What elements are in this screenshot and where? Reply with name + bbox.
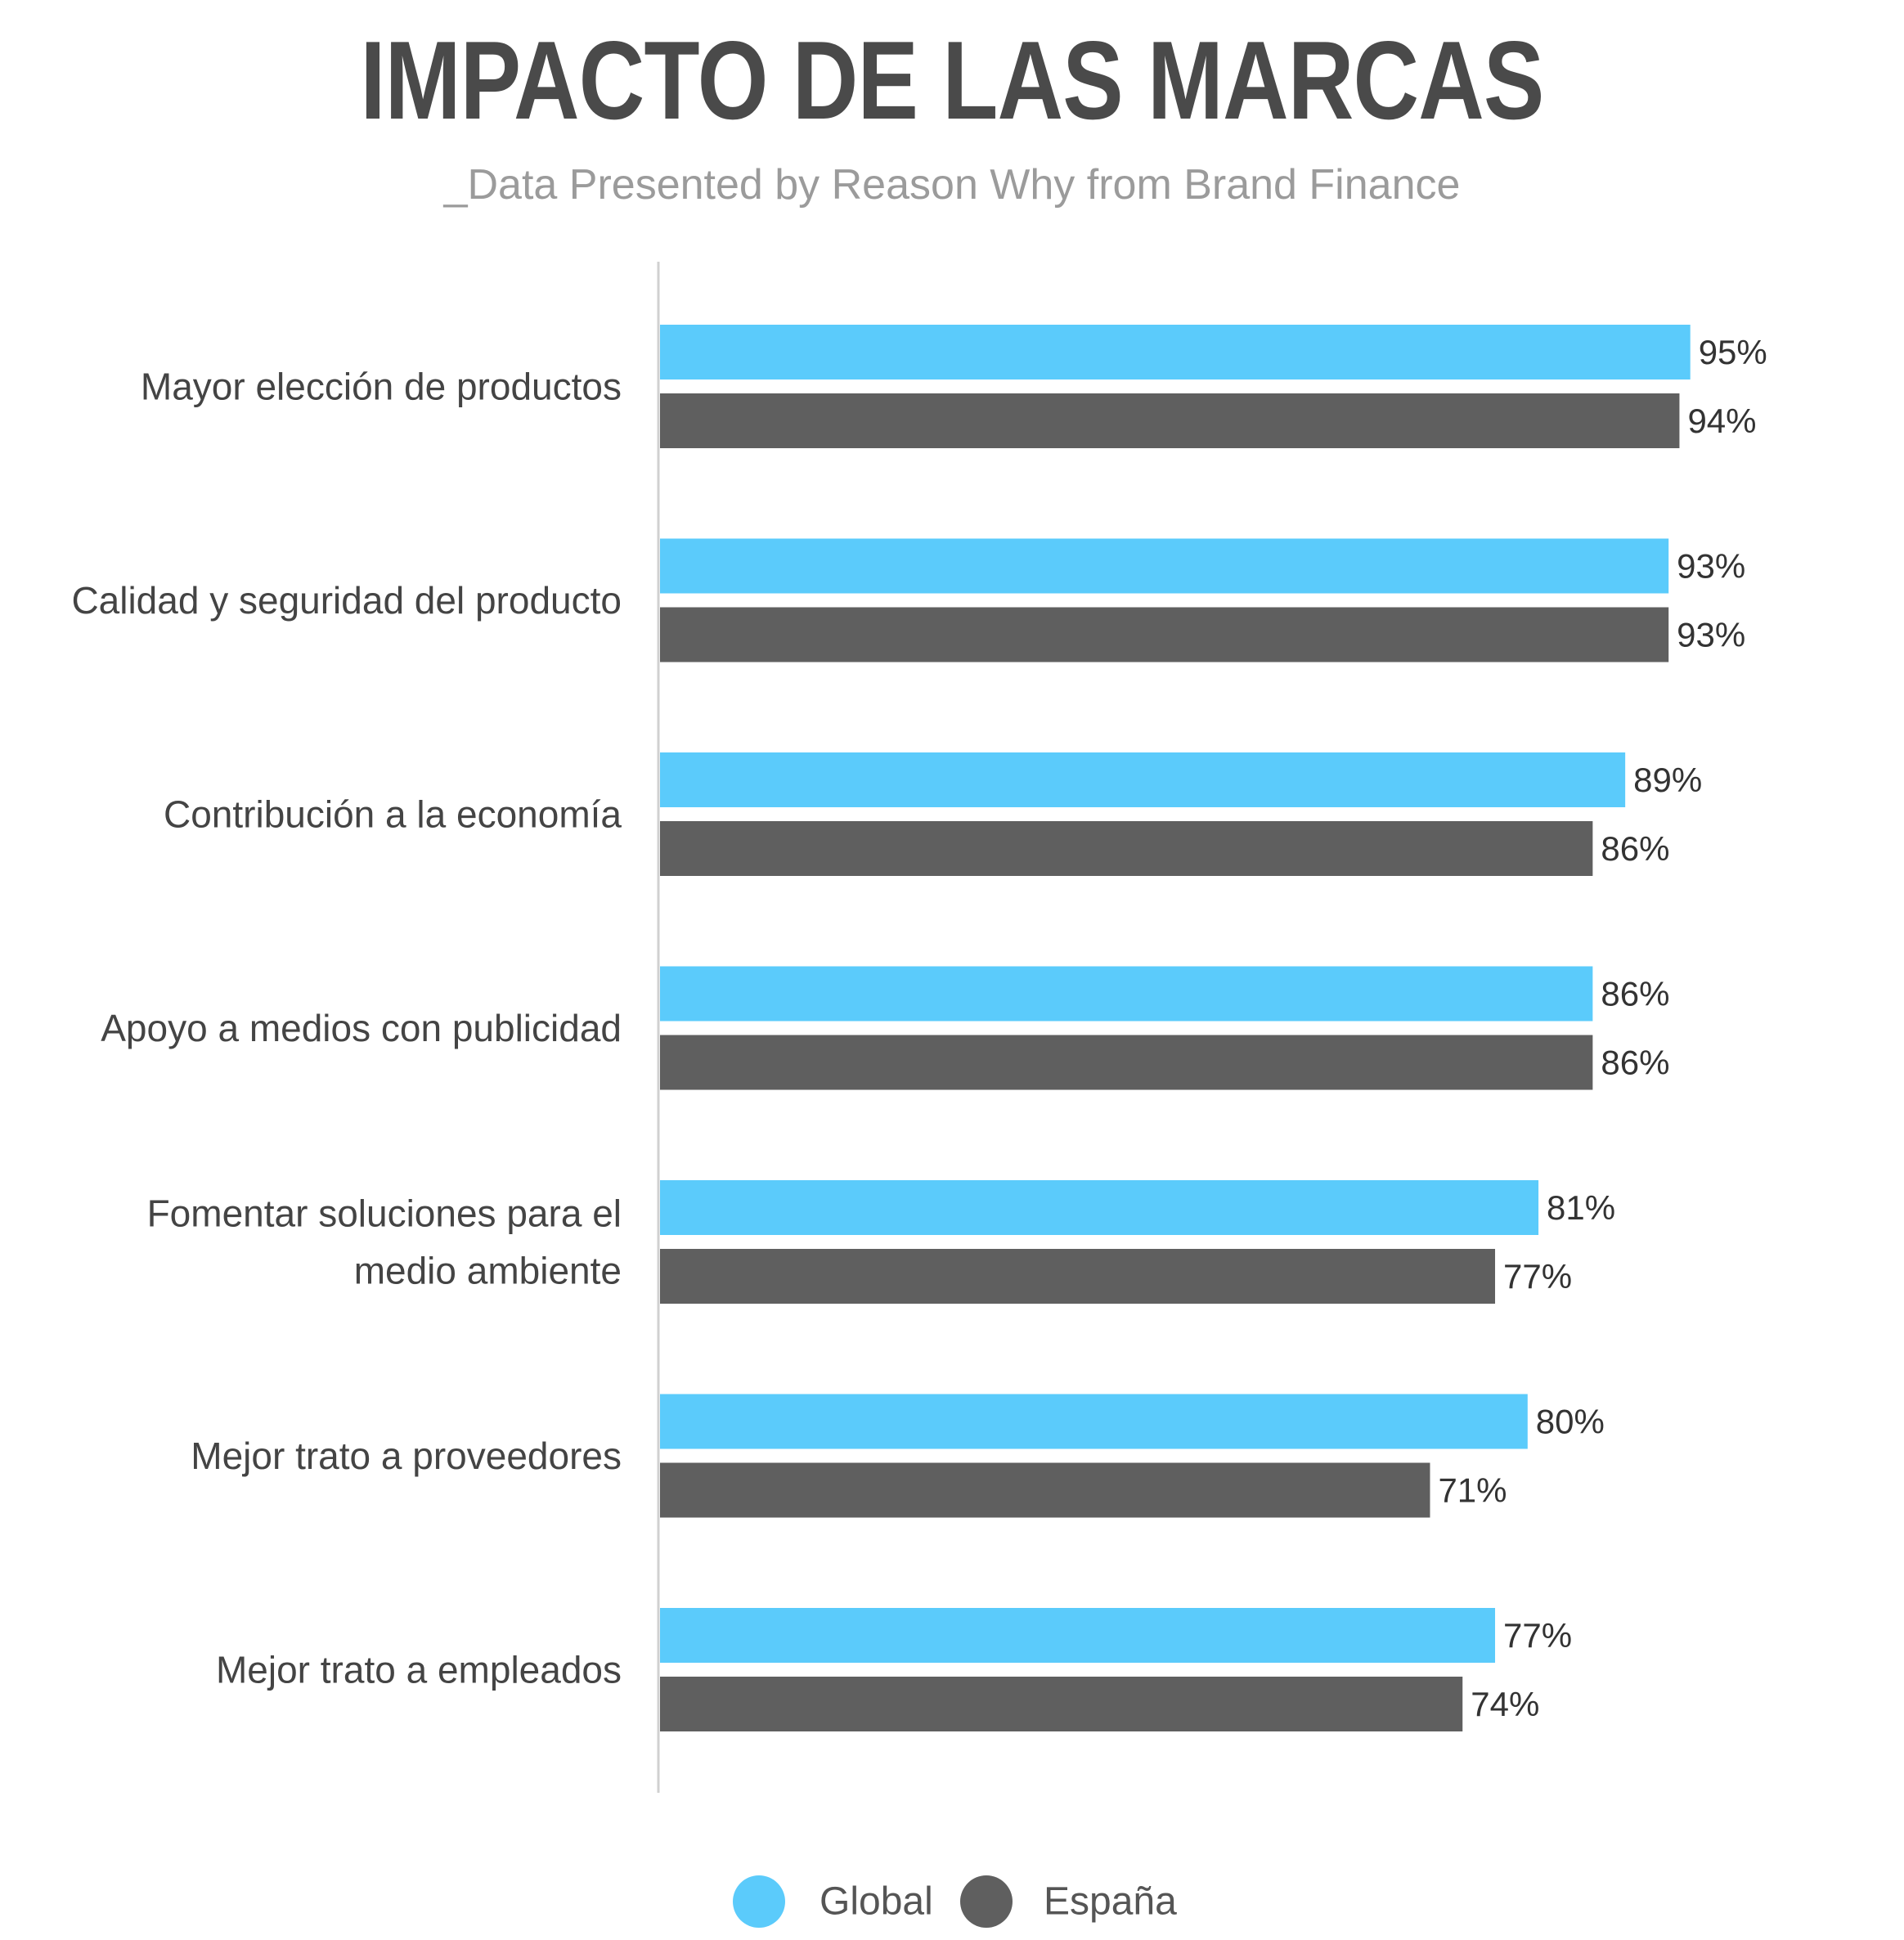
category-label: Contribución a la economía: [164, 793, 622, 836]
chart-subtitle: _Data Presented by Reason Why from Brand…: [443, 161, 1461, 209]
data-label: 86%: [1601, 975, 1669, 1013]
bar-espana: [660, 1035, 1593, 1090]
data-label: 77%: [1503, 1257, 1572, 1296]
bar-global: [660, 752, 1626, 807]
data-label: 74%: [1471, 1685, 1539, 1723]
labels-layer: Mayor elección de productos 95% 94% Calidad…: [71, 333, 1767, 1723]
bar-espana: [660, 1462, 1430, 1518]
data-label: 80%: [1536, 1403, 1605, 1441]
bar-global: [660, 1608, 1496, 1663]
bar-global: [660, 966, 1593, 1022]
data-label: 71%: [1438, 1471, 1507, 1510]
bar-espana: [660, 607, 1669, 662]
category-label: medio ambiente: [354, 1250, 622, 1292]
data-label: 95%: [1699, 333, 1767, 371]
category-label: Mayor elección de productos: [141, 366, 622, 408]
data-label: 93%: [1677, 616, 1745, 654]
bar-espana: [660, 1249, 1496, 1304]
bar-espana: [660, 1677, 1463, 1731]
bar-global: [660, 538, 1669, 594]
legend-label: España: [1044, 1880, 1177, 1924]
category-label: Calidad y seguridad del producto: [71, 579, 622, 622]
legend-swatch: [733, 1875, 785, 1928]
data-label: 77%: [1503, 1616, 1572, 1655]
category-label: Fomentar soluciones para el: [147, 1192, 622, 1235]
data-label: 86%: [1601, 829, 1669, 868]
bar-espana: [660, 821, 1593, 876]
bar-espana: [660, 393, 1680, 448]
chart-title: IMPACTO DE LAS MARCAS: [360, 18, 1544, 142]
legend: Global España: [733, 1875, 1177, 1928]
category-label: Mejor trato a empleados: [216, 1649, 622, 1691]
data-label: 81%: [1547, 1188, 1615, 1227]
category-label: Apoyo a medios con publicidad: [101, 1007, 622, 1049]
bars-layer: [660, 325, 1691, 1731]
data-label: 89%: [1633, 761, 1702, 799]
legend-swatch: [960, 1875, 1013, 1928]
data-label: 94%: [1687, 402, 1756, 440]
legend-label: Global: [820, 1880, 933, 1924]
bar-global: [660, 1180, 1539, 1235]
category-label: Mejor trato a proveedores: [191, 1435, 622, 1477]
bar-global: [660, 325, 1691, 379]
data-label: 86%: [1601, 1044, 1669, 1082]
data-label: 93%: [1677, 547, 1745, 586]
bar-global: [660, 1394, 1528, 1449]
